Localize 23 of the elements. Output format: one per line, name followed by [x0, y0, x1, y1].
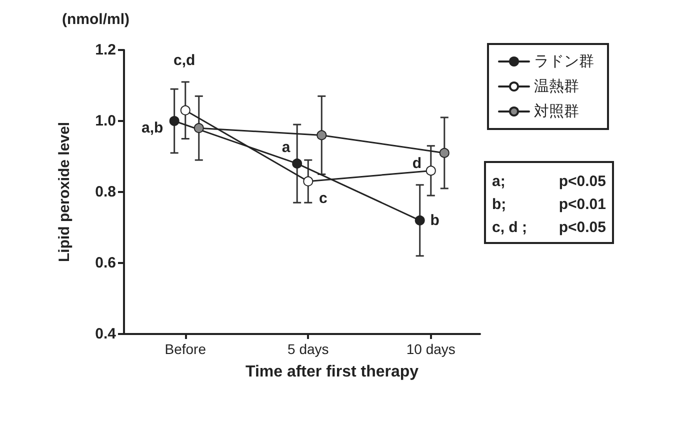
- y-tick-label: 0.4: [95, 326, 117, 342]
- legend-label: 温熱群: [534, 78, 579, 95]
- y-tick-label: 1.2: [95, 42, 116, 58]
- y-axis-title: Lipid peroxide level: [56, 122, 73, 262]
- x-tick-label: 5 days: [288, 341, 329, 357]
- x-tick-label: Before: [164, 341, 206, 357]
- annotation: c: [318, 190, 328, 207]
- y-tick-label: 0.8: [95, 184, 116, 200]
- legend-label: ラドン群: [534, 53, 594, 70]
- annotation: a: [282, 139, 291, 156]
- text: (nmol/ml): [62, 11, 130, 28]
- text: a; p<0.05: [492, 173, 606, 190]
- y-tick-label: 1.0: [95, 112, 116, 130]
- legend-label: 対照群: [534, 103, 579, 120]
- x-tick-label: 10 days: [406, 341, 456, 357]
- annotation: c,d: [174, 52, 196, 69]
- x-axis-title: Time after first therapy: [245, 364, 419, 380]
- text: b; p<0.01: [492, 196, 606, 213]
- y-tick-label: 0.6: [95, 254, 116, 272]
- text: c, d ; p<0.05: [492, 219, 606, 236]
- annotation: a,b: [141, 120, 164, 136]
- annotation: b: [430, 212, 440, 229]
- annotation: d: [412, 155, 422, 172]
